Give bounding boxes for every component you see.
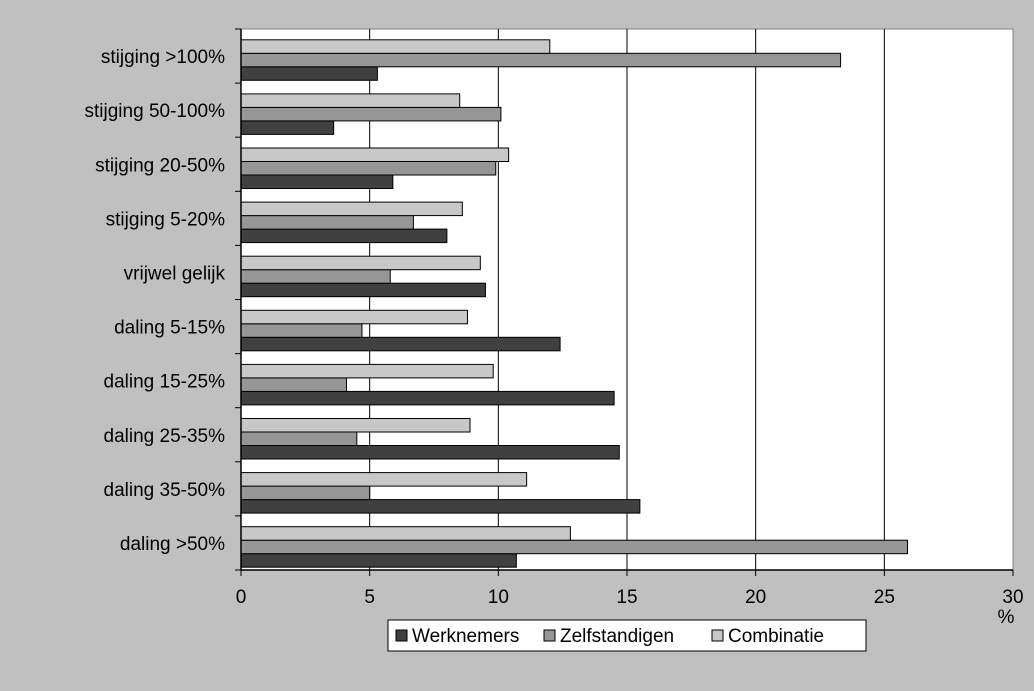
x-tick-label-4: 20 <box>745 587 766 608</box>
bar-werknemers-0 <box>240 66 378 81</box>
x-unit-label: % <box>998 607 1015 628</box>
category-label-1: stijging 50-100% <box>85 101 226 122</box>
bar-werknemers-7 <box>240 445 620 460</box>
bar-combinatie-2 <box>240 147 510 162</box>
bar-zelfstandigen-6 <box>240 377 348 392</box>
legend-box <box>387 619 867 652</box>
bar-zelfstandigen-8 <box>240 485 371 501</box>
bar-zelfstandigen-0 <box>240 52 842 68</box>
category-label-2: stijging 20-50% <box>95 155 225 176</box>
category-label-4: vrijwel gelijk <box>124 263 226 284</box>
category-label-7: daling 25-35% <box>104 426 226 447</box>
bar-zelfstandigen-3 <box>240 215 414 230</box>
bar-combinatie-5 <box>240 309 468 325</box>
bar-combinatie-4 <box>240 255 481 271</box>
bar-zelfstandigen-9 <box>240 539 908 555</box>
x-tick-label-2: 10 <box>488 587 509 608</box>
legend-label-2: Combinatie <box>728 626 824 647</box>
category-label-8: daling 35-50% <box>104 480 226 501</box>
bar-werknemers-1 <box>240 120 335 135</box>
bar-combinatie-8 <box>240 472 528 487</box>
bar-combinatie-3 <box>240 201 463 217</box>
bar-combinatie-9 <box>240 526 571 541</box>
bar-zelfstandigen-2 <box>240 161 497 176</box>
category-label-3: stijging 5-20% <box>106 209 225 230</box>
bar-werknemers-4 <box>240 282 486 298</box>
x-tick-label-6: 30 <box>1002 587 1023 608</box>
legend-swatch-2 <box>711 629 724 642</box>
bar-zelfstandigen-5 <box>240 323 363 338</box>
bar-werknemers-2 <box>240 174 394 189</box>
legend-label-0: Werknemers <box>412 626 519 647</box>
bar-werknemers-6 <box>240 390 615 406</box>
x-tick-label-5: 25 <box>874 587 895 608</box>
bar-werknemers-9 <box>240 553 517 568</box>
bar-combinatie-6 <box>240 363 494 379</box>
bar-combinatie-0 <box>240 39 551 54</box>
category-label-9: daling >50% <box>120 534 225 555</box>
bar-werknemers-5 <box>240 336 561 352</box>
bar-combinatie-7 <box>240 418 471 433</box>
x-tick-label-1: 5 <box>364 587 375 608</box>
category-label-0: stijging >100% <box>101 47 225 68</box>
category-label-5: daling 5-15% <box>114 318 225 339</box>
legend-label-1: Zelfstandigen <box>560 626 674 647</box>
bar-zelfstandigen-7 <box>240 431 358 446</box>
bar-zelfstandigen-4 <box>240 269 391 284</box>
bar-zelfstandigen-1 <box>240 106 502 122</box>
bar-combinatie-1 <box>240 93 461 108</box>
x-tick-label-3: 15 <box>616 587 637 608</box>
legend-swatch-1 <box>543 629 556 642</box>
bar-werknemers-3 <box>240 228 448 244</box>
x-tick-label-0: 0 <box>236 587 247 608</box>
category-label-6: daling 15-25% <box>104 372 226 393</box>
legend-swatch-0 <box>395 629 408 642</box>
bar-werknemers-8 <box>240 499 641 514</box>
